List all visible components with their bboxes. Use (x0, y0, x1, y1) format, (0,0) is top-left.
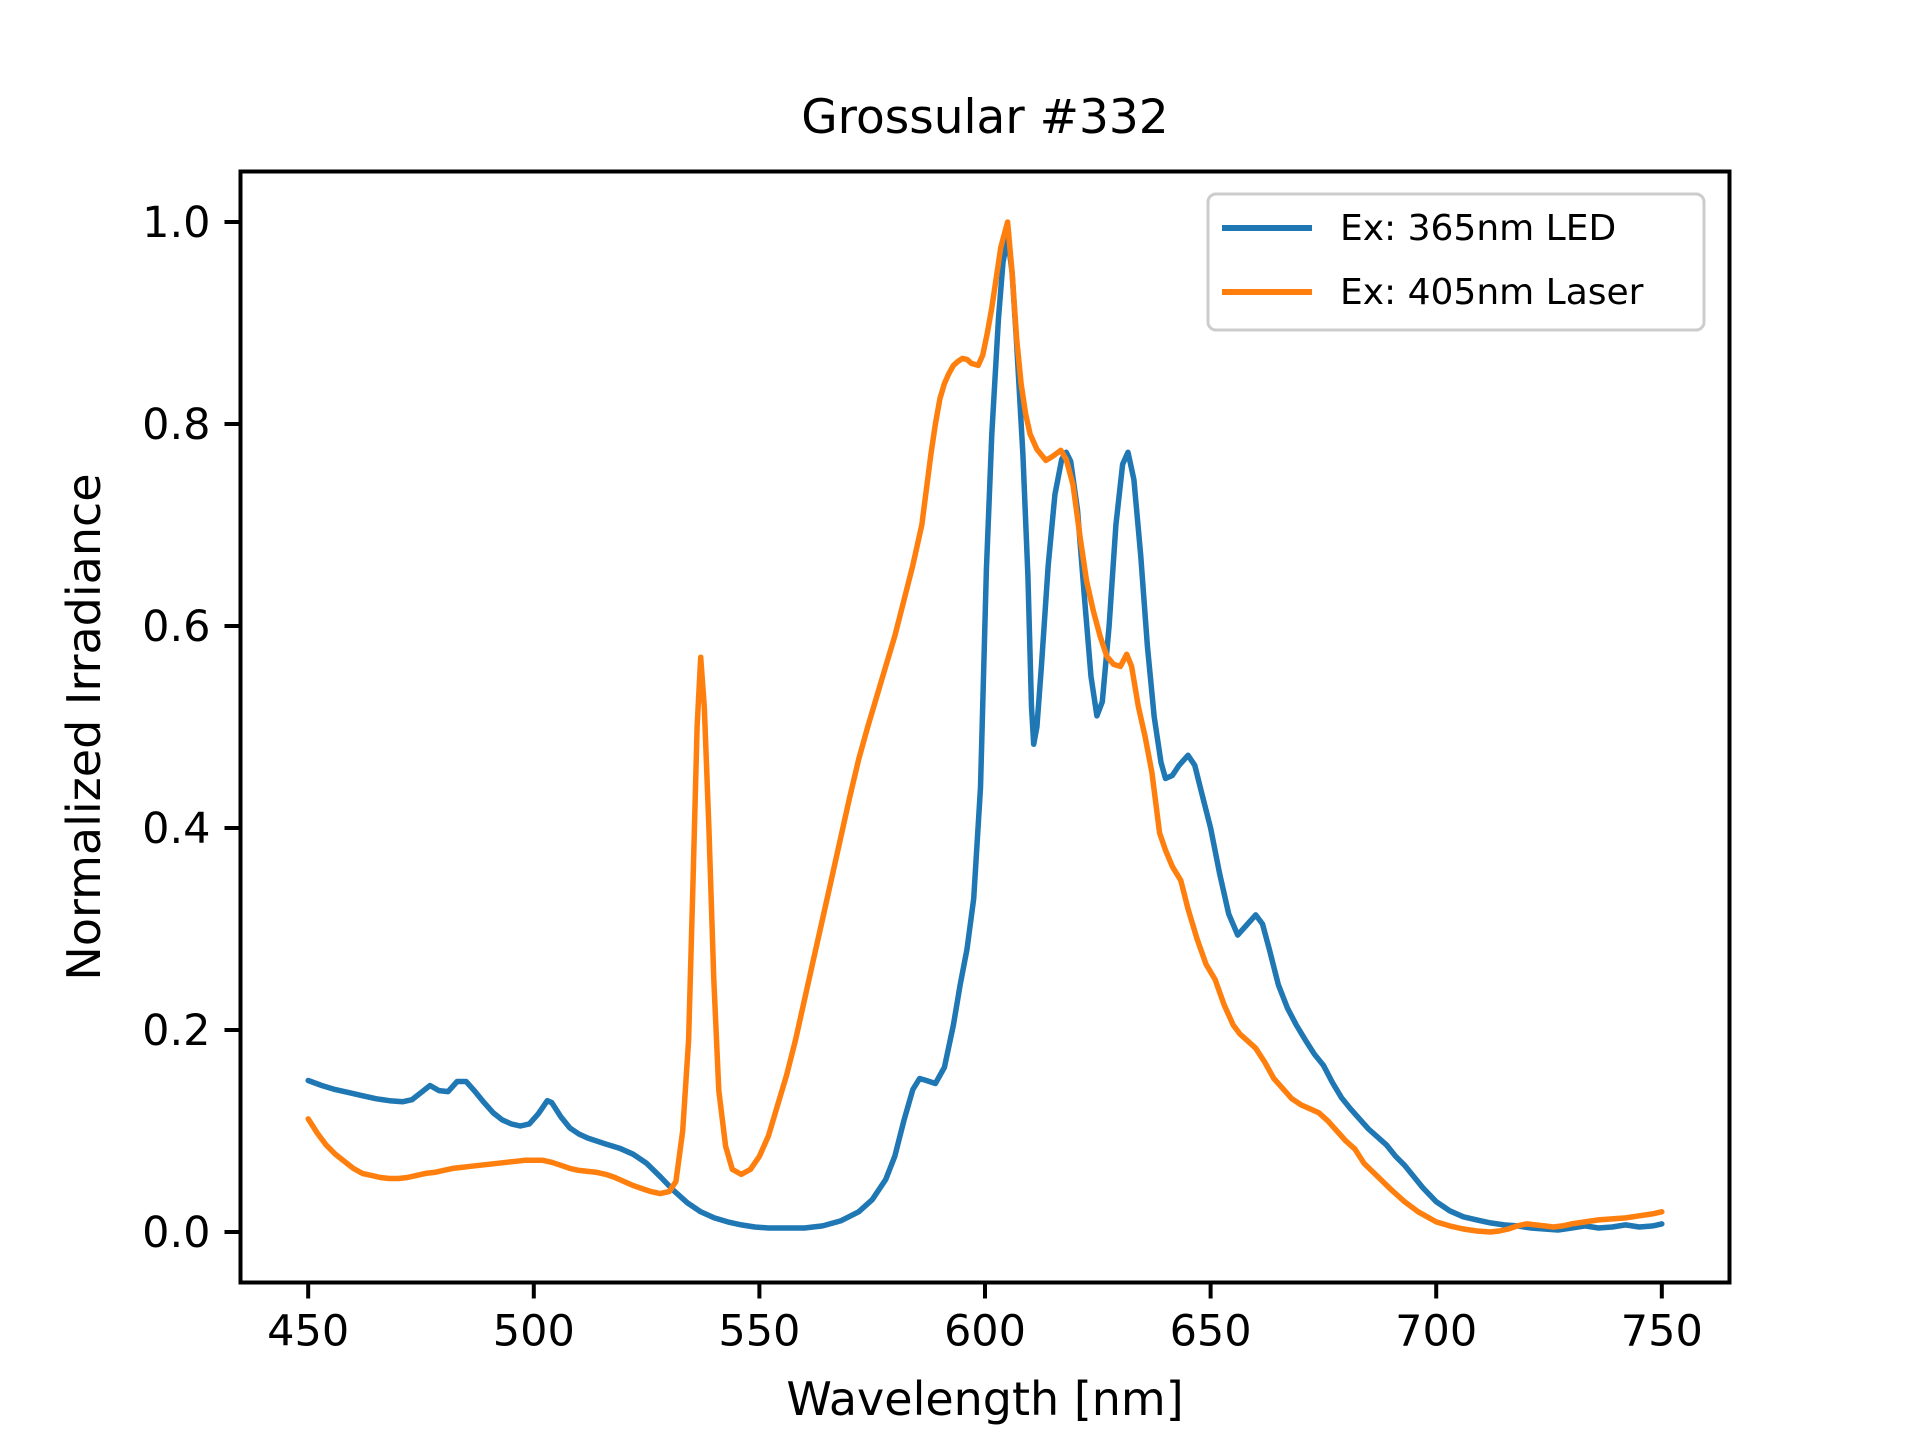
x-tick-label: 700 (1395, 1307, 1477, 1357)
y-tick-label: 0.0 (142, 1208, 210, 1258)
x-tick-label: 600 (944, 1307, 1026, 1357)
series-curve-1 (305, 219, 1665, 1235)
y-tick-label: 0.4 (142, 804, 210, 854)
x-axis-label: Wavelength [nm] (786, 1372, 1183, 1426)
x-tick-label: 500 (493, 1307, 575, 1357)
legend-label-365nm-led: Ex: 365nm LED (1340, 208, 1616, 249)
y-axis-label: Normalized Irradiance (57, 473, 111, 980)
x-tick-label: 750 (1621, 1307, 1703, 1357)
x-tick-label: 650 (1170, 1307, 1252, 1357)
y-tick-label: 1.0 (142, 198, 210, 248)
series-curve-0 (305, 234, 1665, 1233)
y-tick-label: 0.6 (142, 602, 210, 652)
x-tick-label: 550 (718, 1307, 800, 1357)
axes: 450 500 550 600 650 700 750 0.0 0.2 0.4 0.6 0.8 1.0 (142, 169, 1732, 1357)
y-tick-label: 0.2 (142, 1006, 210, 1056)
chart-title: Grossular #332 (801, 90, 1168, 145)
y-tick-label: 0.8 (142, 400, 210, 450)
x-tick-label: 450 (267, 1307, 349, 1357)
legend-label-405nm-laser: Ex: 405nm Laser (1340, 272, 1644, 313)
legend-box (1206, 192, 1706, 332)
legend: Ex: 365nm LED Ex: 405nm Laser (1206, 192, 1706, 332)
plot-series (305, 219, 1665, 1235)
